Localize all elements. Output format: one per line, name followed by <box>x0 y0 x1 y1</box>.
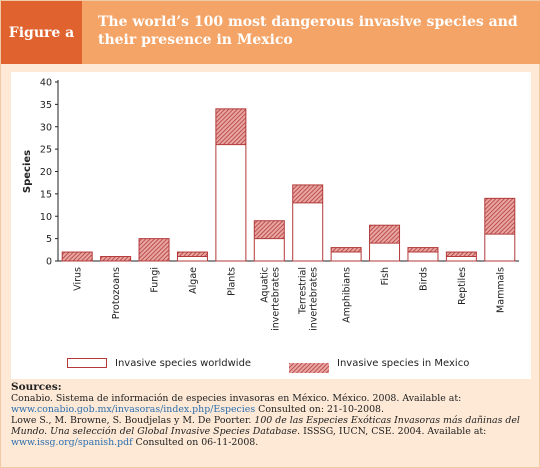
bar-segment-mexico <box>254 238 285 261</box>
bar-chart: 0 5 10 15 20 25 30 35 40 Species Virus Protozoans Fu… <box>22 78 519 331</box>
bar-reptiles <box>445 251 477 262</box>
legend-label-mexico: Invasive species in Mexico <box>337 357 470 369</box>
y-tick-label: 25 <box>40 145 52 156</box>
bar-segment-worldwide-only <box>100 256 131 261</box>
y-tick-label: 10 <box>40 212 52 223</box>
bar-segment-mexico <box>484 234 515 261</box>
bar-amphibians <box>330 247 362 262</box>
x-tick-label: Birds <box>418 267 429 291</box>
x-tick-label: Terrestrialinvertebrates <box>298 267 320 331</box>
chart-legend: Invasive species worldwide Invasive spec… <box>11 344 531 379</box>
bar-protozoans <box>100 256 132 262</box>
bar-segment-mexico <box>331 252 362 261</box>
figure-header: Figure a The world’s 100 most dangerous … <box>1 1 540 64</box>
svg-text:Virus: Virus <box>73 267 84 291</box>
bar-segment-mexico <box>446 256 477 261</box>
bar-algae <box>176 251 208 262</box>
x-tick-label: Virus <box>73 267 84 291</box>
bar-segment-worldwide-only <box>139 238 170 261</box>
svg-text:Fish: Fish <box>380 267 391 285</box>
y-tick-label: 30 <box>40 122 52 133</box>
svg-text:Mammals: Mammals <box>495 267 506 313</box>
y-tick-label: 0 <box>46 257 52 268</box>
source-conabio-link[interactable]: www.conabio.gob.mx/invasoras/index.php/E… <box>11 404 256 415</box>
x-tick-label: Mammals <box>495 267 506 313</box>
legend-item-mexico: Invasive species in Mexico <box>289 356 470 373</box>
source-conabio-consulted: Consulted on: 21-10-2008. <box>255 404 385 415</box>
source-lowe-link[interactable]: www.issg.org/spanish.pdf <box>11 437 133 448</box>
svg-text:Plants: Plants <box>226 267 237 296</box>
chart-panel: 0 5 10 15 20 25 30 35 40 Species Virus Protozoans Fu… <box>11 72 531 379</box>
bar-terrestrial-invertebrates <box>292 184 324 262</box>
x-tick-label: Plants <box>226 267 237 296</box>
bar-segment-worldwide-only <box>254 220 285 239</box>
y-axis-title: Species <box>22 150 33 193</box>
source-lowe-publisher: . ISSSG, IUCN, CSE. 2004. Available at: <box>297 426 487 437</box>
svg-text:Amphibians: Amphibians <box>342 267 353 323</box>
bar-segment-mexico <box>407 252 438 261</box>
bar-segment-worldwide-only <box>331 247 362 253</box>
svg-text:Birds: Birds <box>418 267 429 291</box>
svg-text:Algae: Algae <box>188 267 199 294</box>
bar-segment-worldwide-only <box>177 252 208 257</box>
bar-segment-worldwide-only <box>369 225 400 244</box>
bar-virus <box>61 251 93 262</box>
x-tick-label: Reptiles <box>457 267 468 305</box>
bar-segment-worldwide-only <box>62 252 93 261</box>
x-tick-label: Aquaticinvertebrates <box>259 267 281 331</box>
source-lowe-consulted: Consulted on 06-11-2008. <box>132 437 259 448</box>
sources-heading: Sources: <box>11 381 62 393</box>
y-tick-label: 35 <box>40 100 52 111</box>
bar-segment-mexico <box>292 202 323 261</box>
figure-label: Figure a <box>1 1 82 64</box>
x-tick-label: Fish <box>380 267 391 285</box>
bar-segment-worldwide-only <box>446 252 477 257</box>
y-tick-label: 40 <box>40 78 52 89</box>
bar-plants <box>215 108 247 262</box>
svg-text:Aquaticinvertebrates: Aquaticinvertebrates <box>259 267 281 331</box>
bar-fungi <box>138 238 170 262</box>
source-conabio-text: Conabio. Sistema de información de espec… <box>11 393 462 404</box>
x-tick-label: Algae <box>188 267 199 294</box>
bar-fish <box>369 224 401 262</box>
source-entry-conabio: Conabio. Sistema de información de espec… <box>11 393 531 415</box>
bar-mammals <box>484 197 516 262</box>
y-tick-label: 20 <box>40 167 52 178</box>
source-entry-lowe: Lowe S., M. Browne, S. Boudjelas y M. De… <box>11 415 531 448</box>
svg-text:Fungi: Fungi <box>150 267 161 293</box>
legend-item-worldwide: Invasive species worldwide <box>67 356 251 370</box>
x-tick-label: Protozoans <box>111 267 122 319</box>
source-lowe-authors: Lowe S., M. Browne, S. Boudjelas y M. De… <box>11 415 255 426</box>
bar-segment-worldwide-only <box>292 184 323 203</box>
y-tick-label: 15 <box>40 189 52 200</box>
y-tick-label: 5 <box>46 234 52 245</box>
legend-swatch-worldwide <box>67 358 107 368</box>
legend-swatch-mexico <box>289 358 329 373</box>
legend-label-worldwide: Invasive species worldwide <box>115 357 252 369</box>
bar-segment-worldwide-only <box>215 108 246 145</box>
bar-segment-mexico <box>177 256 208 261</box>
x-tick-label: Amphibians <box>342 267 353 323</box>
figure-title: The world’s 100 most dangerous invasive … <box>82 1 540 64</box>
svg-text:Reptiles: Reptiles <box>457 267 468 305</box>
svg-text:Terrestrialinvertebrates: Terrestrialinvertebrates <box>298 267 320 331</box>
bar-birds <box>407 247 439 262</box>
bar-segment-worldwide-only <box>484 198 515 235</box>
bar-segment-mexico <box>369 243 400 261</box>
x-tick-label: Fungi <box>150 267 161 293</box>
svg-text:Protozoans: Protozoans <box>111 267 122 319</box>
bar-aquatic-invertebrates <box>253 220 285 262</box>
bar-segment-worldwide-only <box>407 247 438 253</box>
sources-block: Sources: Conabio. Sistema de información… <box>11 381 531 449</box>
bar-segment-mexico <box>215 144 246 261</box>
source-lowe-title: 100 de las Especies Exóticas Invasoras m… <box>11 415 520 437</box>
